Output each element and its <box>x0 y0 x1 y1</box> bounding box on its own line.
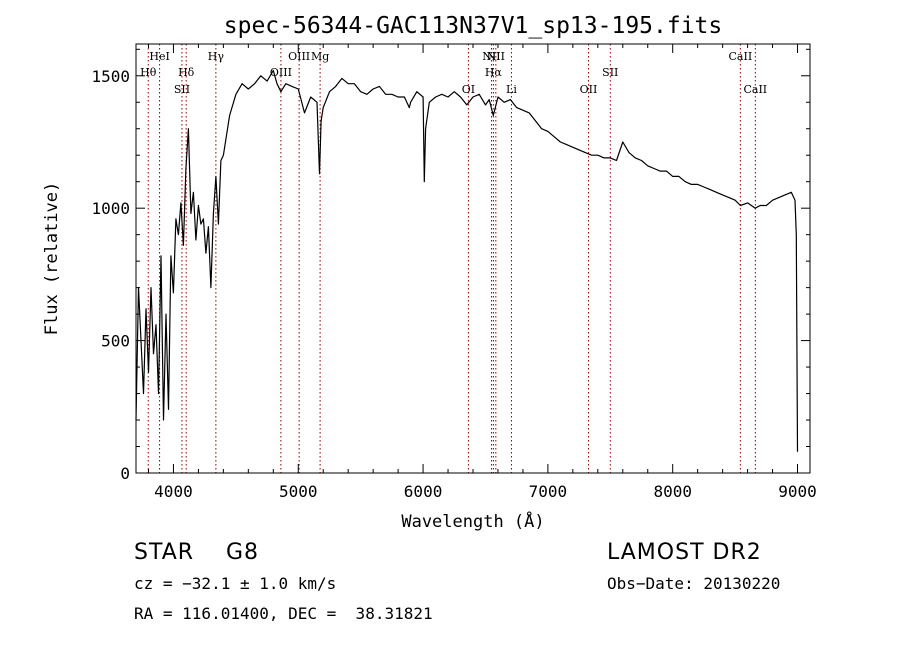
x-axis-label: Wavelength (Å) <box>401 510 544 532</box>
x-tick-label: 9000 <box>778 482 817 501</box>
line-marker-label: NII <box>487 50 505 63</box>
x-tick-label: 7000 <box>529 482 568 501</box>
y-tick-label: 1000 <box>91 199 130 218</box>
line-marker-label: OIII <box>270 66 292 79</box>
line-marker-label: SII <box>602 66 618 79</box>
x-tick-label: 5000 <box>279 482 318 501</box>
line-marker-label: Hθ <box>140 66 157 79</box>
line-marker-label: HeI <box>149 50 169 63</box>
line-marker-label: Mg <box>311 50 329 63</box>
line-marker-label: Hγ <box>208 50 225 63</box>
line-marker-label: OII <box>580 83 598 96</box>
line-marker-label: OI <box>462 83 475 96</box>
line-marker-label: Hδ <box>178 66 195 79</box>
y-axis-label: Flux (relative) <box>42 182 62 336</box>
x-tick-label: 4000 <box>154 482 193 501</box>
x-tick-label: 6000 <box>404 482 443 501</box>
object-class: STAR G8 <box>134 540 260 565</box>
line-marker-label: CaII <box>729 50 753 63</box>
x-tick-label: 8000 <box>653 482 692 501</box>
redshift-cz: cz = −32.1 ± 1.0 km/s <box>134 574 337 593</box>
flux-series-line <box>135 69 799 452</box>
line-marker-label: Hα <box>485 66 503 79</box>
line-marker-label: OIII <box>288 50 310 63</box>
survey-name: LAMOST DR2 <box>607 540 762 565</box>
ra-dec: RA = 116.01400, DEC = 38.31821 <box>134 604 433 623</box>
y-tick-label: 0 <box>120 464 130 483</box>
y-tick-label: 500 <box>101 332 130 351</box>
plot-frame <box>135 43 811 474</box>
chart-title: spec-56344-GAC113N37V1_sp13-195.fits <box>224 13 723 39</box>
line-marker-label: Li <box>506 83 517 96</box>
y-tick-label: 1500 <box>91 67 130 86</box>
line-marker-label: CaII <box>743 83 767 96</box>
observation-date: Obs−Date: 20130220 <box>607 574 781 593</box>
line-marker-label: SII <box>174 83 190 96</box>
